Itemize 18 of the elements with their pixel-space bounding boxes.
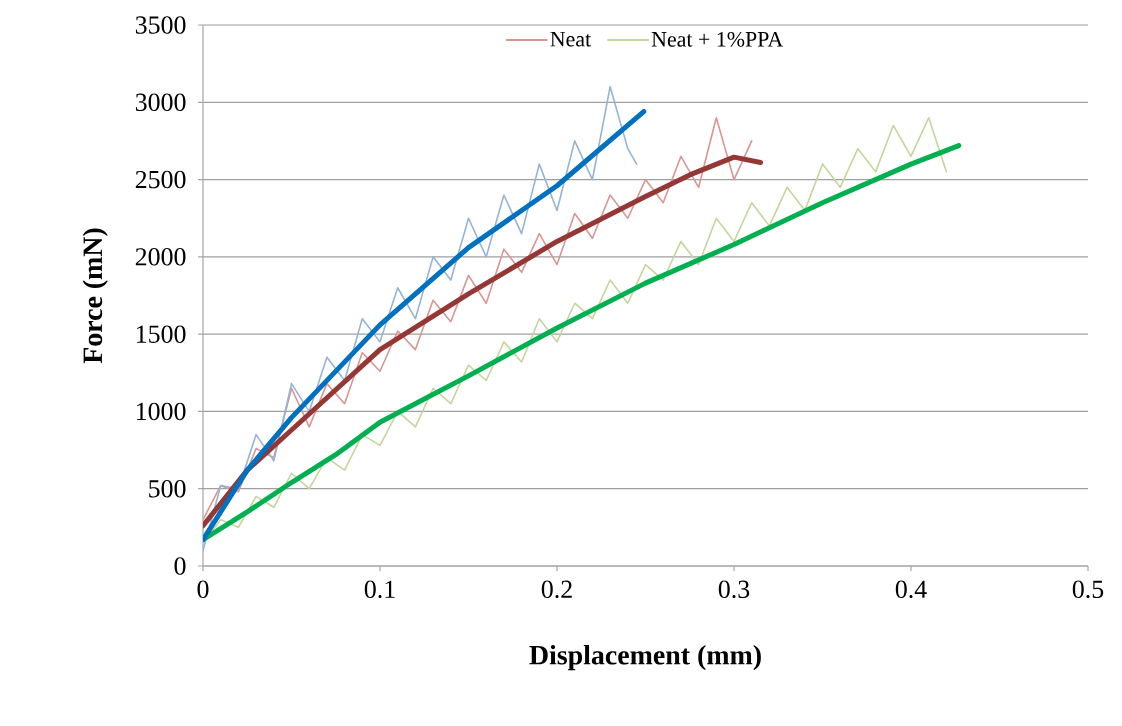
y-tick-label: 1000 xyxy=(136,402,186,421)
x-tick-label: 0.1 xyxy=(364,580,395,599)
x-tick-label: 0.2 xyxy=(541,580,572,599)
y-tick-label: 2000 xyxy=(135,248,186,266)
y-tick-label: 2500 xyxy=(135,170,186,189)
y-tick-label: 500 xyxy=(149,479,186,498)
x-tick-label: 0.5 xyxy=(1072,580,1104,599)
y-tick-label: 3500 xyxy=(135,16,186,34)
x-axis-title: Displacement (mm) xyxy=(529,644,761,671)
y-tick-label: 1500 xyxy=(136,325,186,343)
x-tick-label: 0.3 xyxy=(718,580,750,599)
x-tick-label: 0 xyxy=(197,580,209,598)
y-axis-title: Force (mN) xyxy=(82,228,108,364)
y-tick-label: 0 xyxy=(174,557,186,575)
legend-label: Neat xyxy=(550,31,592,47)
y-tick-label: 3000 xyxy=(135,93,186,112)
legend-label: Neat + 1%PPA xyxy=(651,31,784,47)
x-tick-label: 0.4 xyxy=(895,580,927,599)
